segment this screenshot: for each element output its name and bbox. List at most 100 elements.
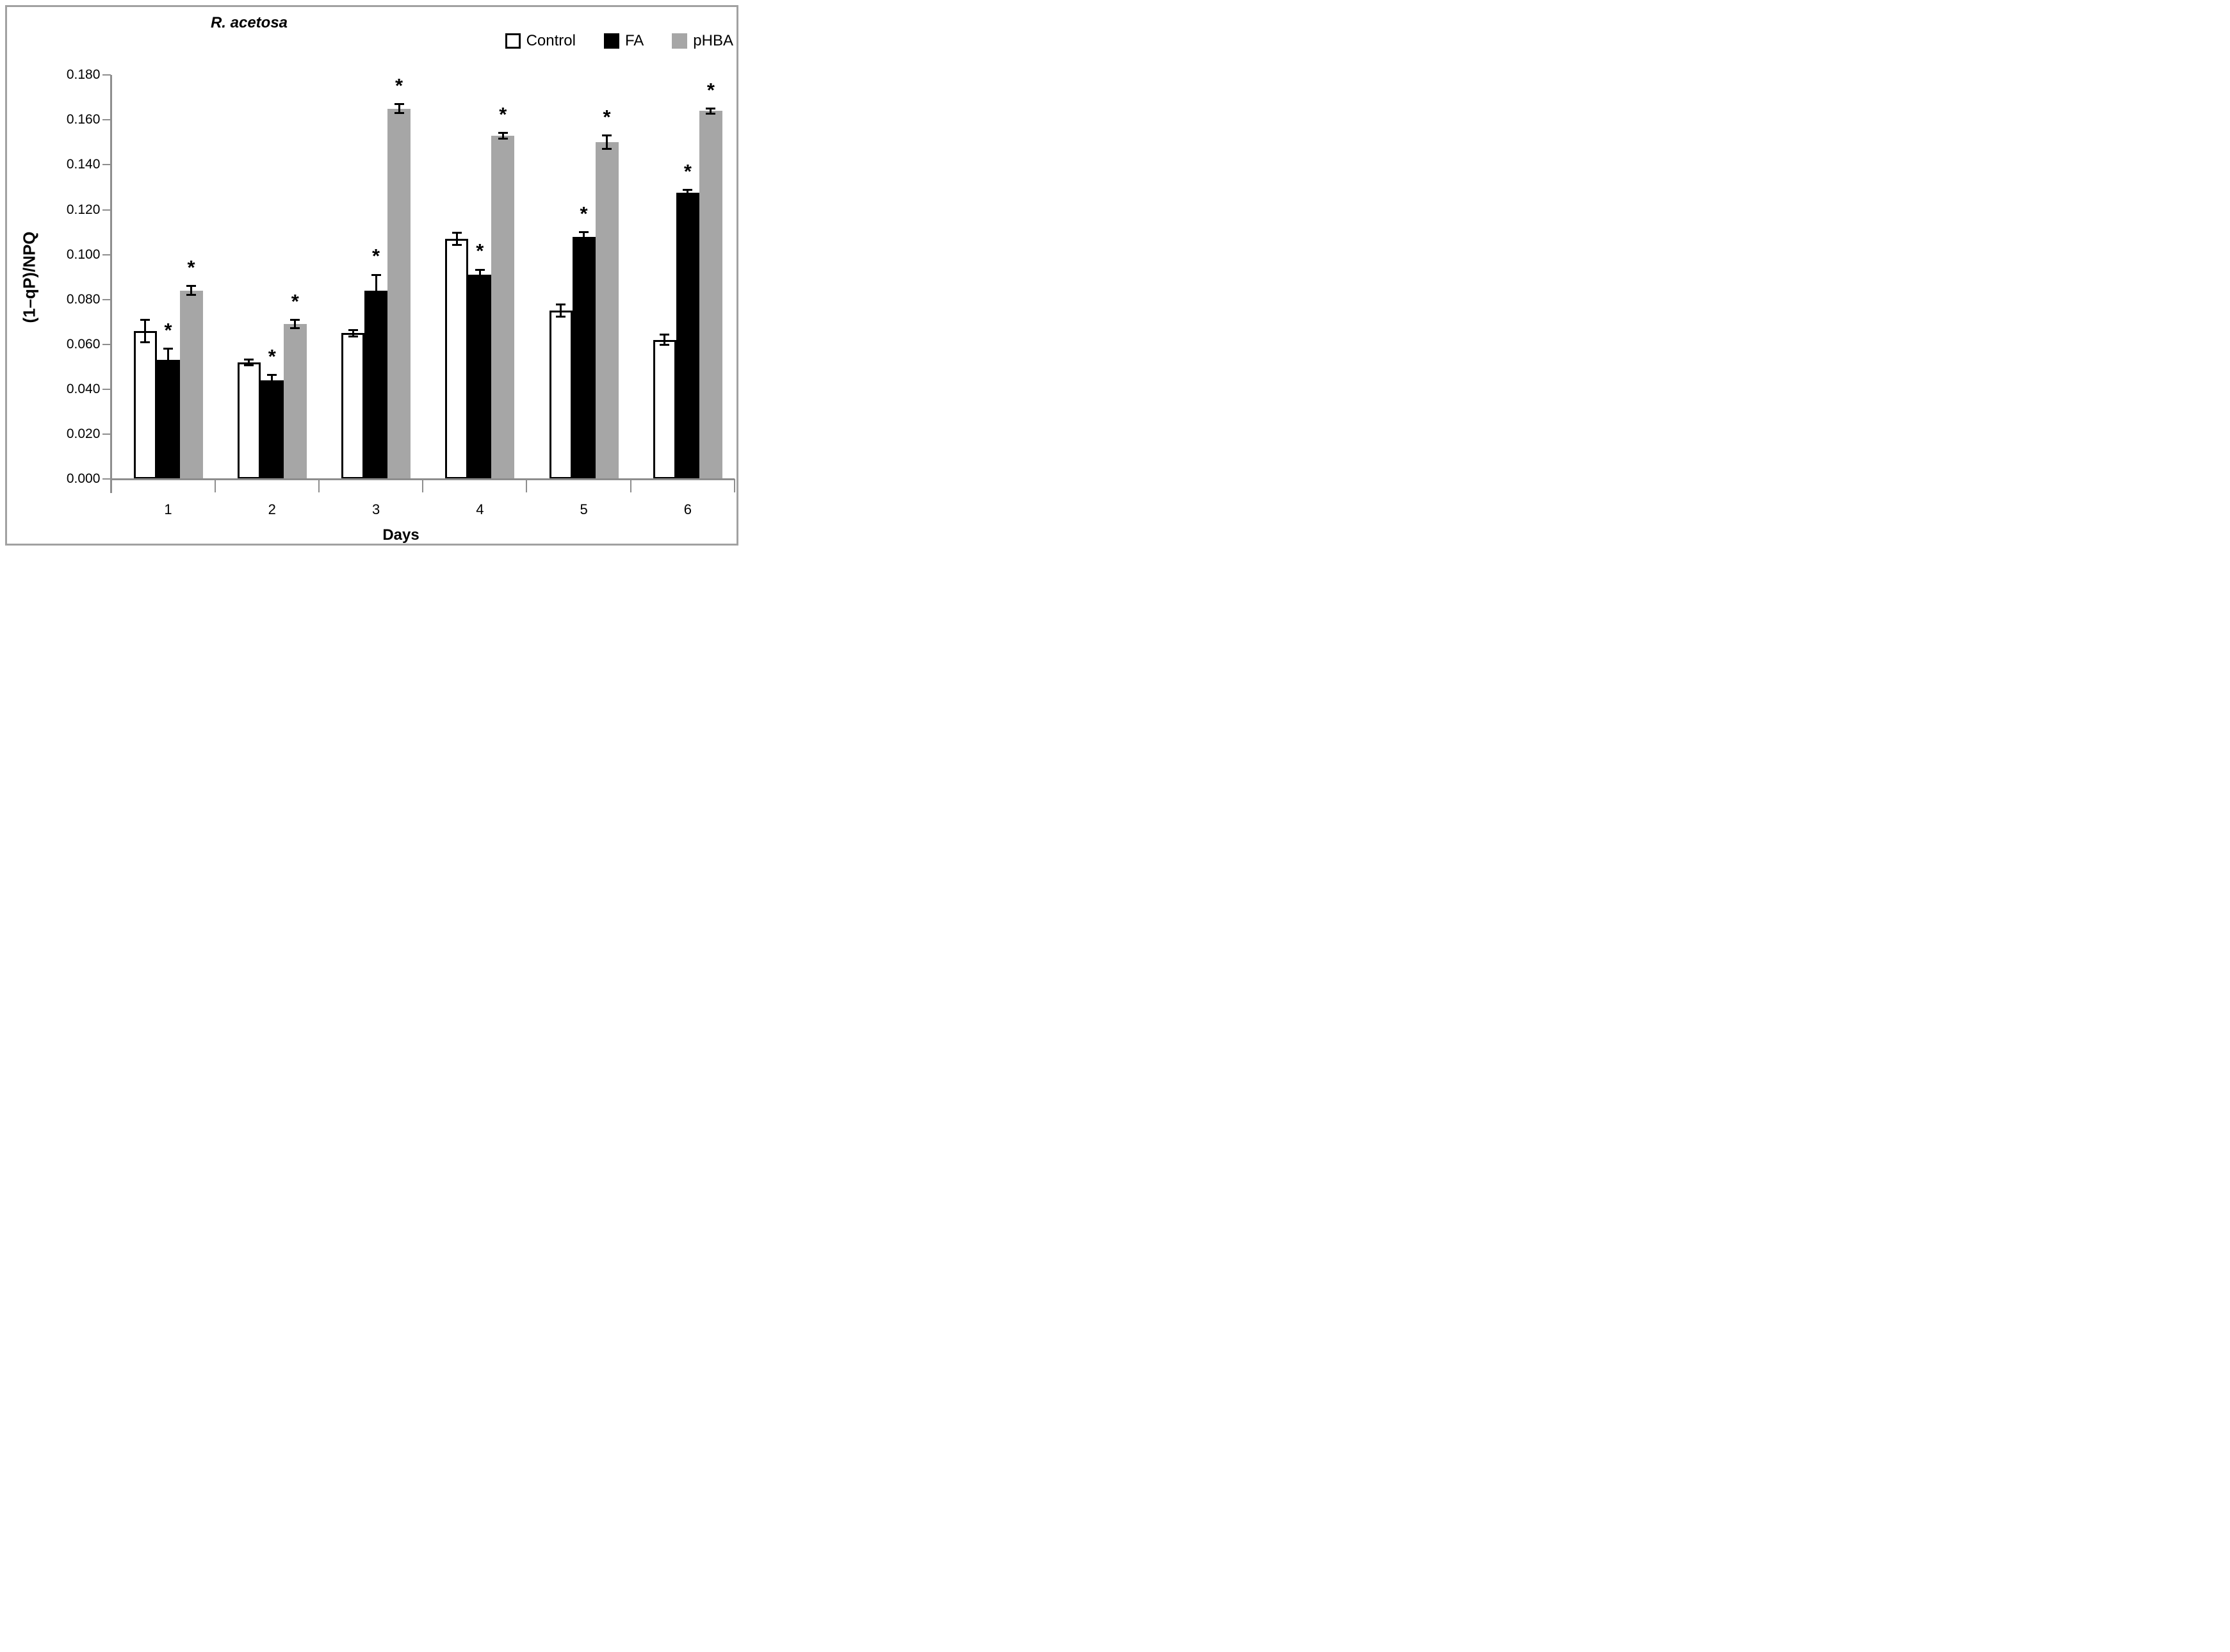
y-tick-label-0.160: 0.160: [66, 112, 101, 127]
significance-asterisk-fa-day1: *: [164, 318, 172, 341]
error-bar-cap-bottom-phba-day1: [186, 294, 197, 296]
x-category-label-1: 1: [164, 501, 172, 517]
figure: R. acetosa Control FA pHBA (1–qP)/NPQ Da…: [0, 0, 744, 551]
y-tick-label-0.040: 0.040: [66, 381, 101, 396]
bar-phba-day3: [387, 108, 411, 479]
x-category-label-4: 4: [476, 501, 484, 517]
x-tick-2: [318, 479, 320, 492]
bar-phba-day2: [283, 324, 307, 479]
significance-asterisk-fa-day2: *: [268, 344, 276, 368]
bar-fa-day4: [468, 275, 492, 479]
legend-item-fa: FA: [603, 32, 644, 50]
y-tick-0.060: [102, 343, 111, 345]
error-bar-cap-bottom-control-day4: [452, 243, 462, 246]
significance-asterisk-fa-day6: *: [683, 159, 692, 182]
error-bar-whisker-control-day5: [560, 304, 562, 317]
x-axis-title: Days: [382, 526, 419, 544]
error-bar-cap-top-control-day1: [140, 318, 151, 321]
error-bar-whisker-fa-day3: [375, 275, 377, 307]
legend-swatch-control-icon: [505, 33, 521, 49]
error-bar-cap-top-fa-day6: [683, 189, 693, 191]
bar-fa-day6: [676, 193, 699, 479]
bar-phba-day5: [595, 142, 619, 479]
y-tick-label-0.140: 0.140: [66, 157, 101, 172]
y-tick-label-0.060: 0.060: [66, 336, 101, 352]
error-bar-whisker-control-day4: [455, 232, 458, 245]
error-bar-whisker-control-day2: [248, 359, 250, 366]
y-tick-0.080: [102, 298, 111, 300]
error-bar-whisker-phba-day1: [190, 286, 193, 295]
error-bar-cap-top-fa-day5: [579, 231, 589, 234]
x-category-label-3: 3: [371, 501, 380, 517]
y-tick-label-0.180: 0.180: [66, 67, 101, 83]
error-bar-cap-bottom-phba-day2: [290, 327, 300, 330]
y-tick-label-0.020: 0.020: [66, 426, 101, 441]
significance-asterisk-phba-day5: *: [603, 105, 611, 128]
error-bar-whisker-fa-day1: [167, 348, 170, 371]
significance-asterisk-phba-day1: *: [187, 255, 195, 279]
x-tick-3: [422, 479, 424, 492]
error-bar-cap-top-control-day5: [556, 304, 566, 306]
y-axis-line: [110, 75, 112, 493]
bar-fa-day2: [260, 380, 284, 479]
error-bar-cap-bottom-phba-day5: [602, 148, 612, 150]
significance-asterisk-phba-day3: *: [395, 74, 403, 97]
x-tick-5: [630, 479, 631, 492]
error-bar-whisker-control-day3: [352, 330, 354, 337]
error-bar-cap-bottom-fa-day5: [579, 240, 589, 243]
bar-control-day4: [445, 239, 469, 479]
error-bar-cap-bottom-fa-day6: [683, 195, 693, 197]
bar-phba-day4: [491, 135, 515, 479]
error-bar-cap-top-control-day4: [452, 232, 462, 234]
legend-label-control: Control: [526, 32, 576, 49]
error-bar-cap-bottom-phba-day4: [498, 137, 508, 140]
y-tick-0.180: [102, 74, 111, 76]
bar-fa-day1: [156, 360, 180, 479]
significance-asterisk-phba-day4: *: [499, 102, 507, 126]
bar-control-day6: [653, 339, 676, 479]
error-bar-cap-top-control-day3: [348, 328, 358, 331]
error-bar-cap-top-phba-day3: [394, 103, 404, 106]
significance-asterisk-phba-day6: *: [706, 78, 715, 101]
error-bar-cap-bottom-control-day5: [556, 316, 566, 318]
legend-item-control: Control: [505, 32, 576, 50]
error-bar-cap-top-phba-day4: [498, 132, 508, 134]
bar-phba-day1: [179, 290, 203, 479]
x-category-label-5: 5: [580, 501, 588, 517]
y-tick-0.140: [102, 164, 111, 166]
x-tick-4: [526, 479, 528, 492]
error-bar-whisker-control-day1: [144, 320, 147, 343]
legend: Control FA pHBA: [505, 32, 733, 50]
error-bar-whisker-phba-day5: [606, 135, 608, 149]
bar-control-day3: [341, 333, 365, 479]
y-tick-0.100: [102, 254, 111, 255]
error-bar-cap-top-fa-day4: [475, 268, 485, 271]
legend-label-fa: FA: [624, 32, 644, 49]
x-category-label-6: 6: [683, 501, 692, 517]
error-bar-cap-bottom-phba-day6: [706, 112, 716, 115]
significance-asterisk-fa-day5: *: [580, 202, 588, 225]
bar-fa-day3: [364, 290, 388, 479]
y-tick-label-0.000: 0.000: [66, 471, 101, 486]
significance-asterisk-fa-day4: *: [476, 239, 484, 263]
error-bar-cap-bottom-control-day2: [244, 364, 254, 366]
error-bar-cap-bottom-control-day6: [660, 344, 670, 346]
error-bar-cap-bottom-fa-day3: [371, 305, 381, 307]
x-tick-0: [110, 479, 112, 492]
error-bar-cap-bottom-control-day1: [140, 341, 151, 343]
bar-control-day2: [237, 362, 261, 479]
y-tick-label-0.100: 0.100: [66, 247, 101, 262]
error-bar-cap-top-phba-day6: [706, 108, 716, 109]
legend-item-phba: pHBA: [672, 32, 733, 50]
y-tick-0.160: [102, 119, 111, 121]
y-tick-0.000: [102, 478, 111, 480]
error-bar-cap-top-control-day6: [660, 334, 670, 336]
y-tick-0.020: [102, 433, 111, 435]
y-tick-0.040: [102, 388, 111, 390]
error-bar-cap-bottom-fa-day1: [163, 370, 174, 373]
error-bar-whisker-fa-day5: [583, 232, 585, 241]
y-tick-label-0.080: 0.080: [66, 291, 101, 307]
bar-control-day5: [549, 311, 573, 479]
error-bar-cap-bottom-fa-day4: [475, 279, 485, 281]
error-bar-whisker-fa-day6: [687, 190, 689, 196]
